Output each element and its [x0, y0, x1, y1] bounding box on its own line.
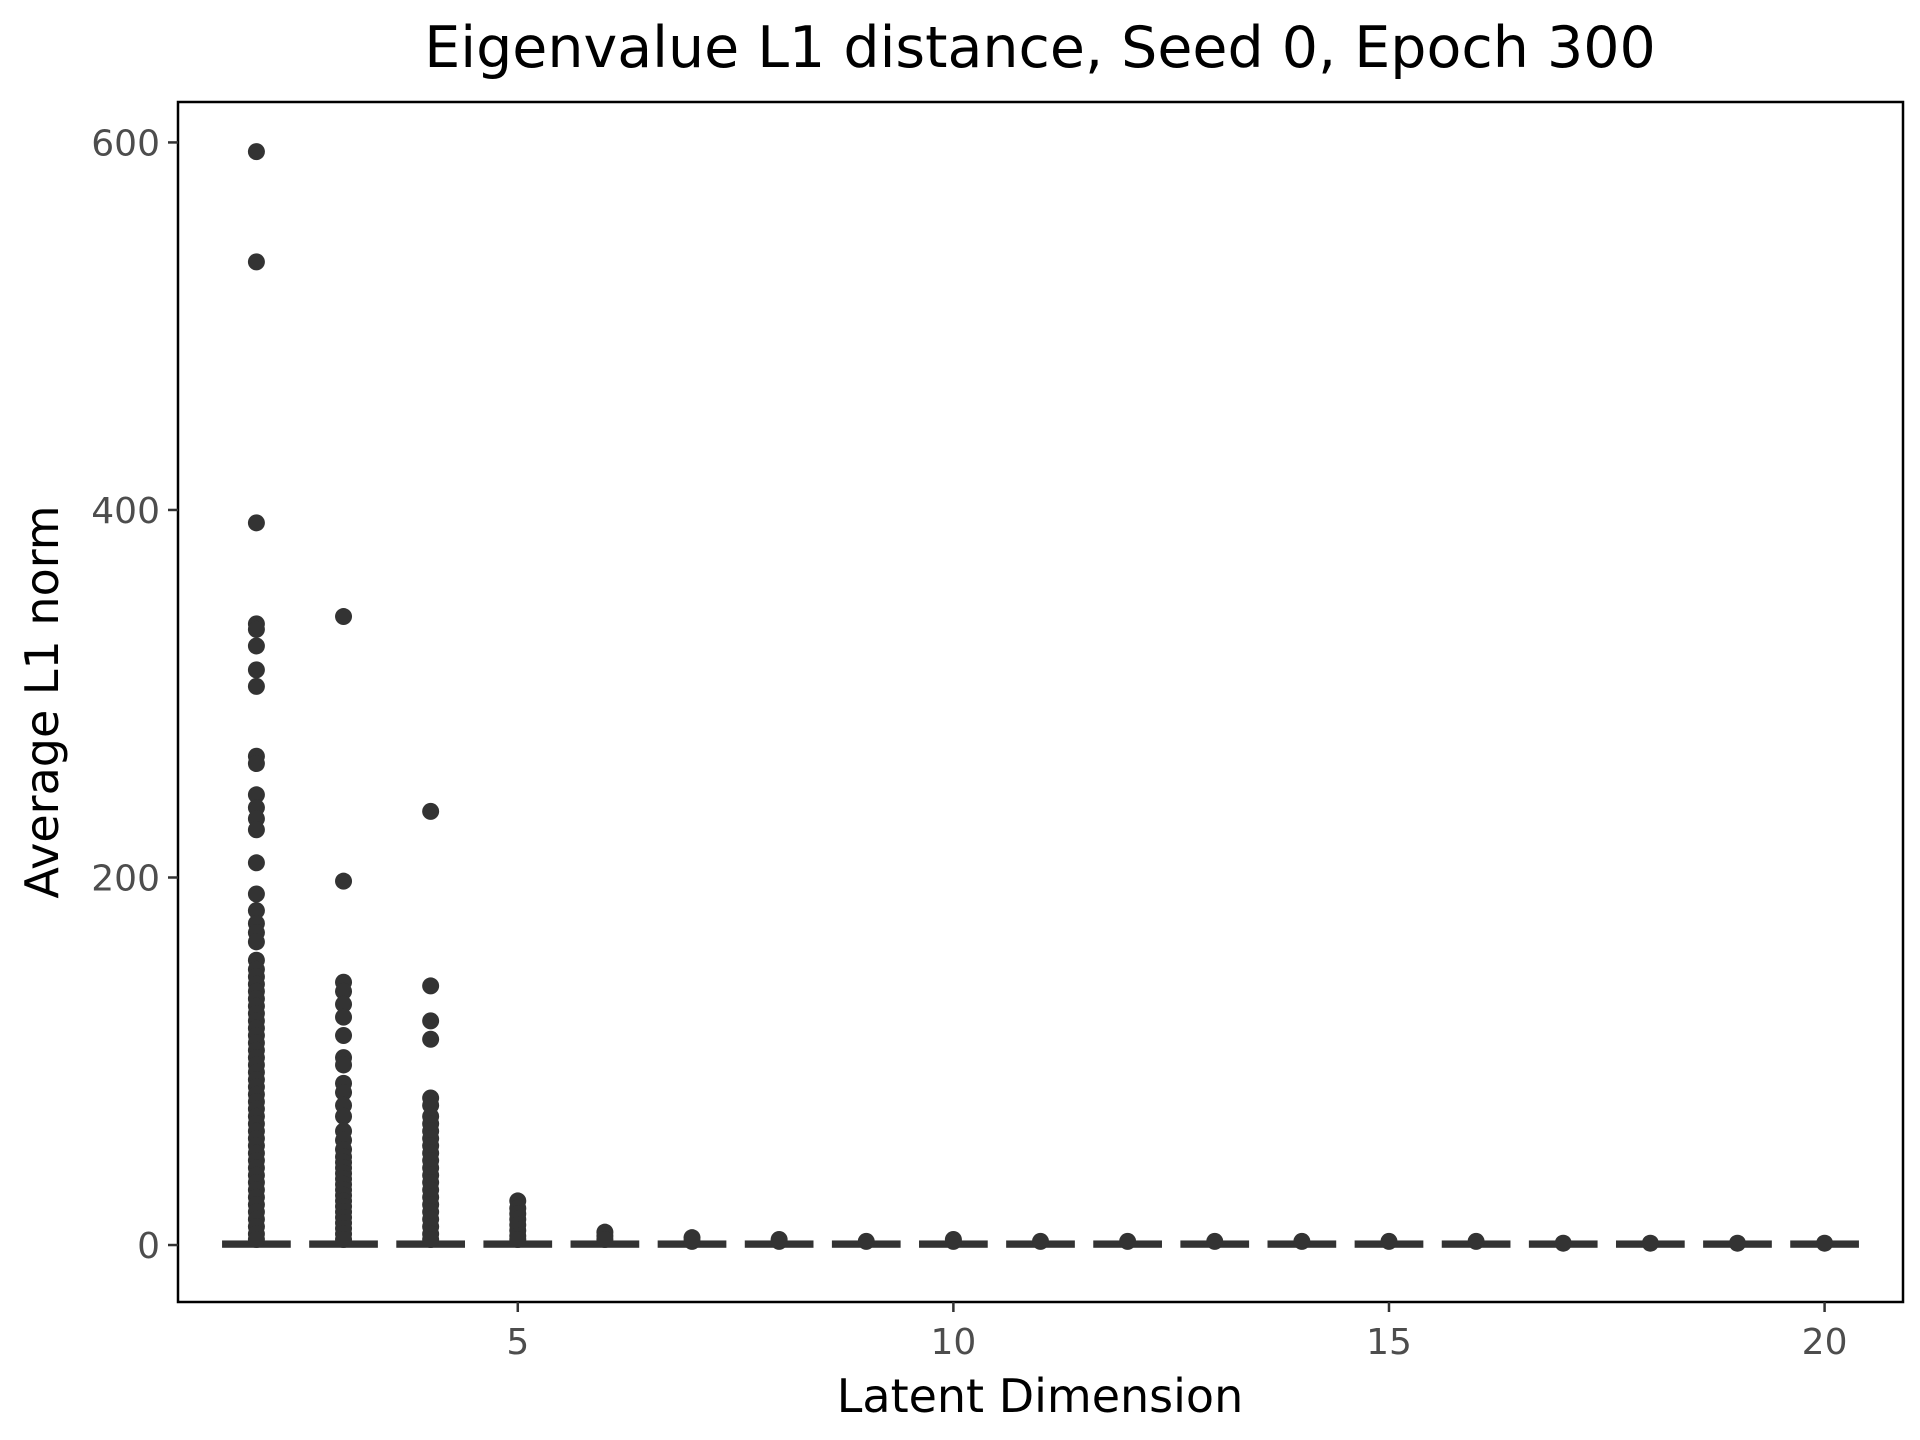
plot-background [178, 102, 1903, 1302]
outlier-point [1467, 1232, 1485, 1250]
outlier-point [422, 1231, 440, 1249]
plot-frame [176, 100, 1905, 1304]
outlier-point [247, 677, 265, 695]
outlier-point [1641, 1234, 1659, 1252]
y-tick-label: 600 [91, 123, 160, 164]
outlier-point [335, 1008, 353, 1026]
x-tick-label: 20 [1802, 1322, 1848, 1363]
outlier-point [509, 1231, 527, 1249]
outlier-point [1728, 1234, 1746, 1252]
outlier-point [596, 1231, 614, 1249]
outlier-point [247, 620, 265, 638]
outlier-point [1119, 1232, 1137, 1250]
outlier-point [857, 1232, 875, 1250]
outlier-point [422, 802, 440, 820]
outlier-point [247, 885, 265, 903]
y-tick-label: 400 [91, 491, 160, 532]
outlier-point [335, 1056, 353, 1074]
outlier-point [1380, 1232, 1398, 1250]
outlier-point [1032, 1232, 1049, 1250]
outlier-point [1816, 1234, 1834, 1252]
points-layer [247, 143, 1834, 1252]
outlier-point [335, 872, 353, 890]
outlier-point [335, 1231, 353, 1249]
outlier-point [247, 902, 265, 920]
outlier-point [335, 1107, 353, 1125]
y-axis: 0 200 400 600 [91, 123, 178, 1267]
outlier-point [335, 982, 353, 1000]
y-tick-label: 200 [91, 858, 160, 899]
outlier-point [683, 1232, 701, 1250]
outlier-point [335, 995, 353, 1013]
chart-title: Eigenvalue L1 distance, Seed 0, Epoch 30… [424, 15, 1656, 81]
x-tick-label: 5 [506, 1322, 529, 1363]
outlier-point [335, 1027, 353, 1045]
x-axis-title: Latent Dimension [837, 1369, 1243, 1423]
outlier-point [247, 821, 265, 839]
y-axis-title: Average L1 norm [15, 505, 69, 898]
x-axis: 5 10 15 20 [506, 1302, 1847, 1363]
x-tick-label: 10 [930, 1322, 976, 1363]
outlier-point [944, 1232, 962, 1250]
outlier-point [247, 143, 265, 161]
outlier-point [247, 755, 265, 773]
outlier-point [1554, 1234, 1572, 1252]
outlier-point [247, 786, 265, 804]
outlier-point [247, 1231, 265, 1249]
outlier-point [1206, 1232, 1224, 1250]
outlier-point [422, 1030, 440, 1048]
outlier-point [247, 661, 265, 679]
outlier-point [422, 1012, 440, 1030]
outlier-point [1293, 1232, 1311, 1250]
outlier-point [770, 1232, 788, 1250]
outlier-point [247, 854, 265, 872]
x-tick-label: 15 [1366, 1322, 1412, 1363]
outlier-point [247, 253, 265, 271]
y-tick-label: 0 [137, 1226, 160, 1267]
outlier-point [247, 514, 265, 532]
outlier-point [247, 637, 265, 655]
outlier-point [422, 977, 440, 995]
outlier-point [247, 933, 265, 951]
outlier-point [335, 1084, 353, 1102]
outlier-point [335, 608, 353, 626]
